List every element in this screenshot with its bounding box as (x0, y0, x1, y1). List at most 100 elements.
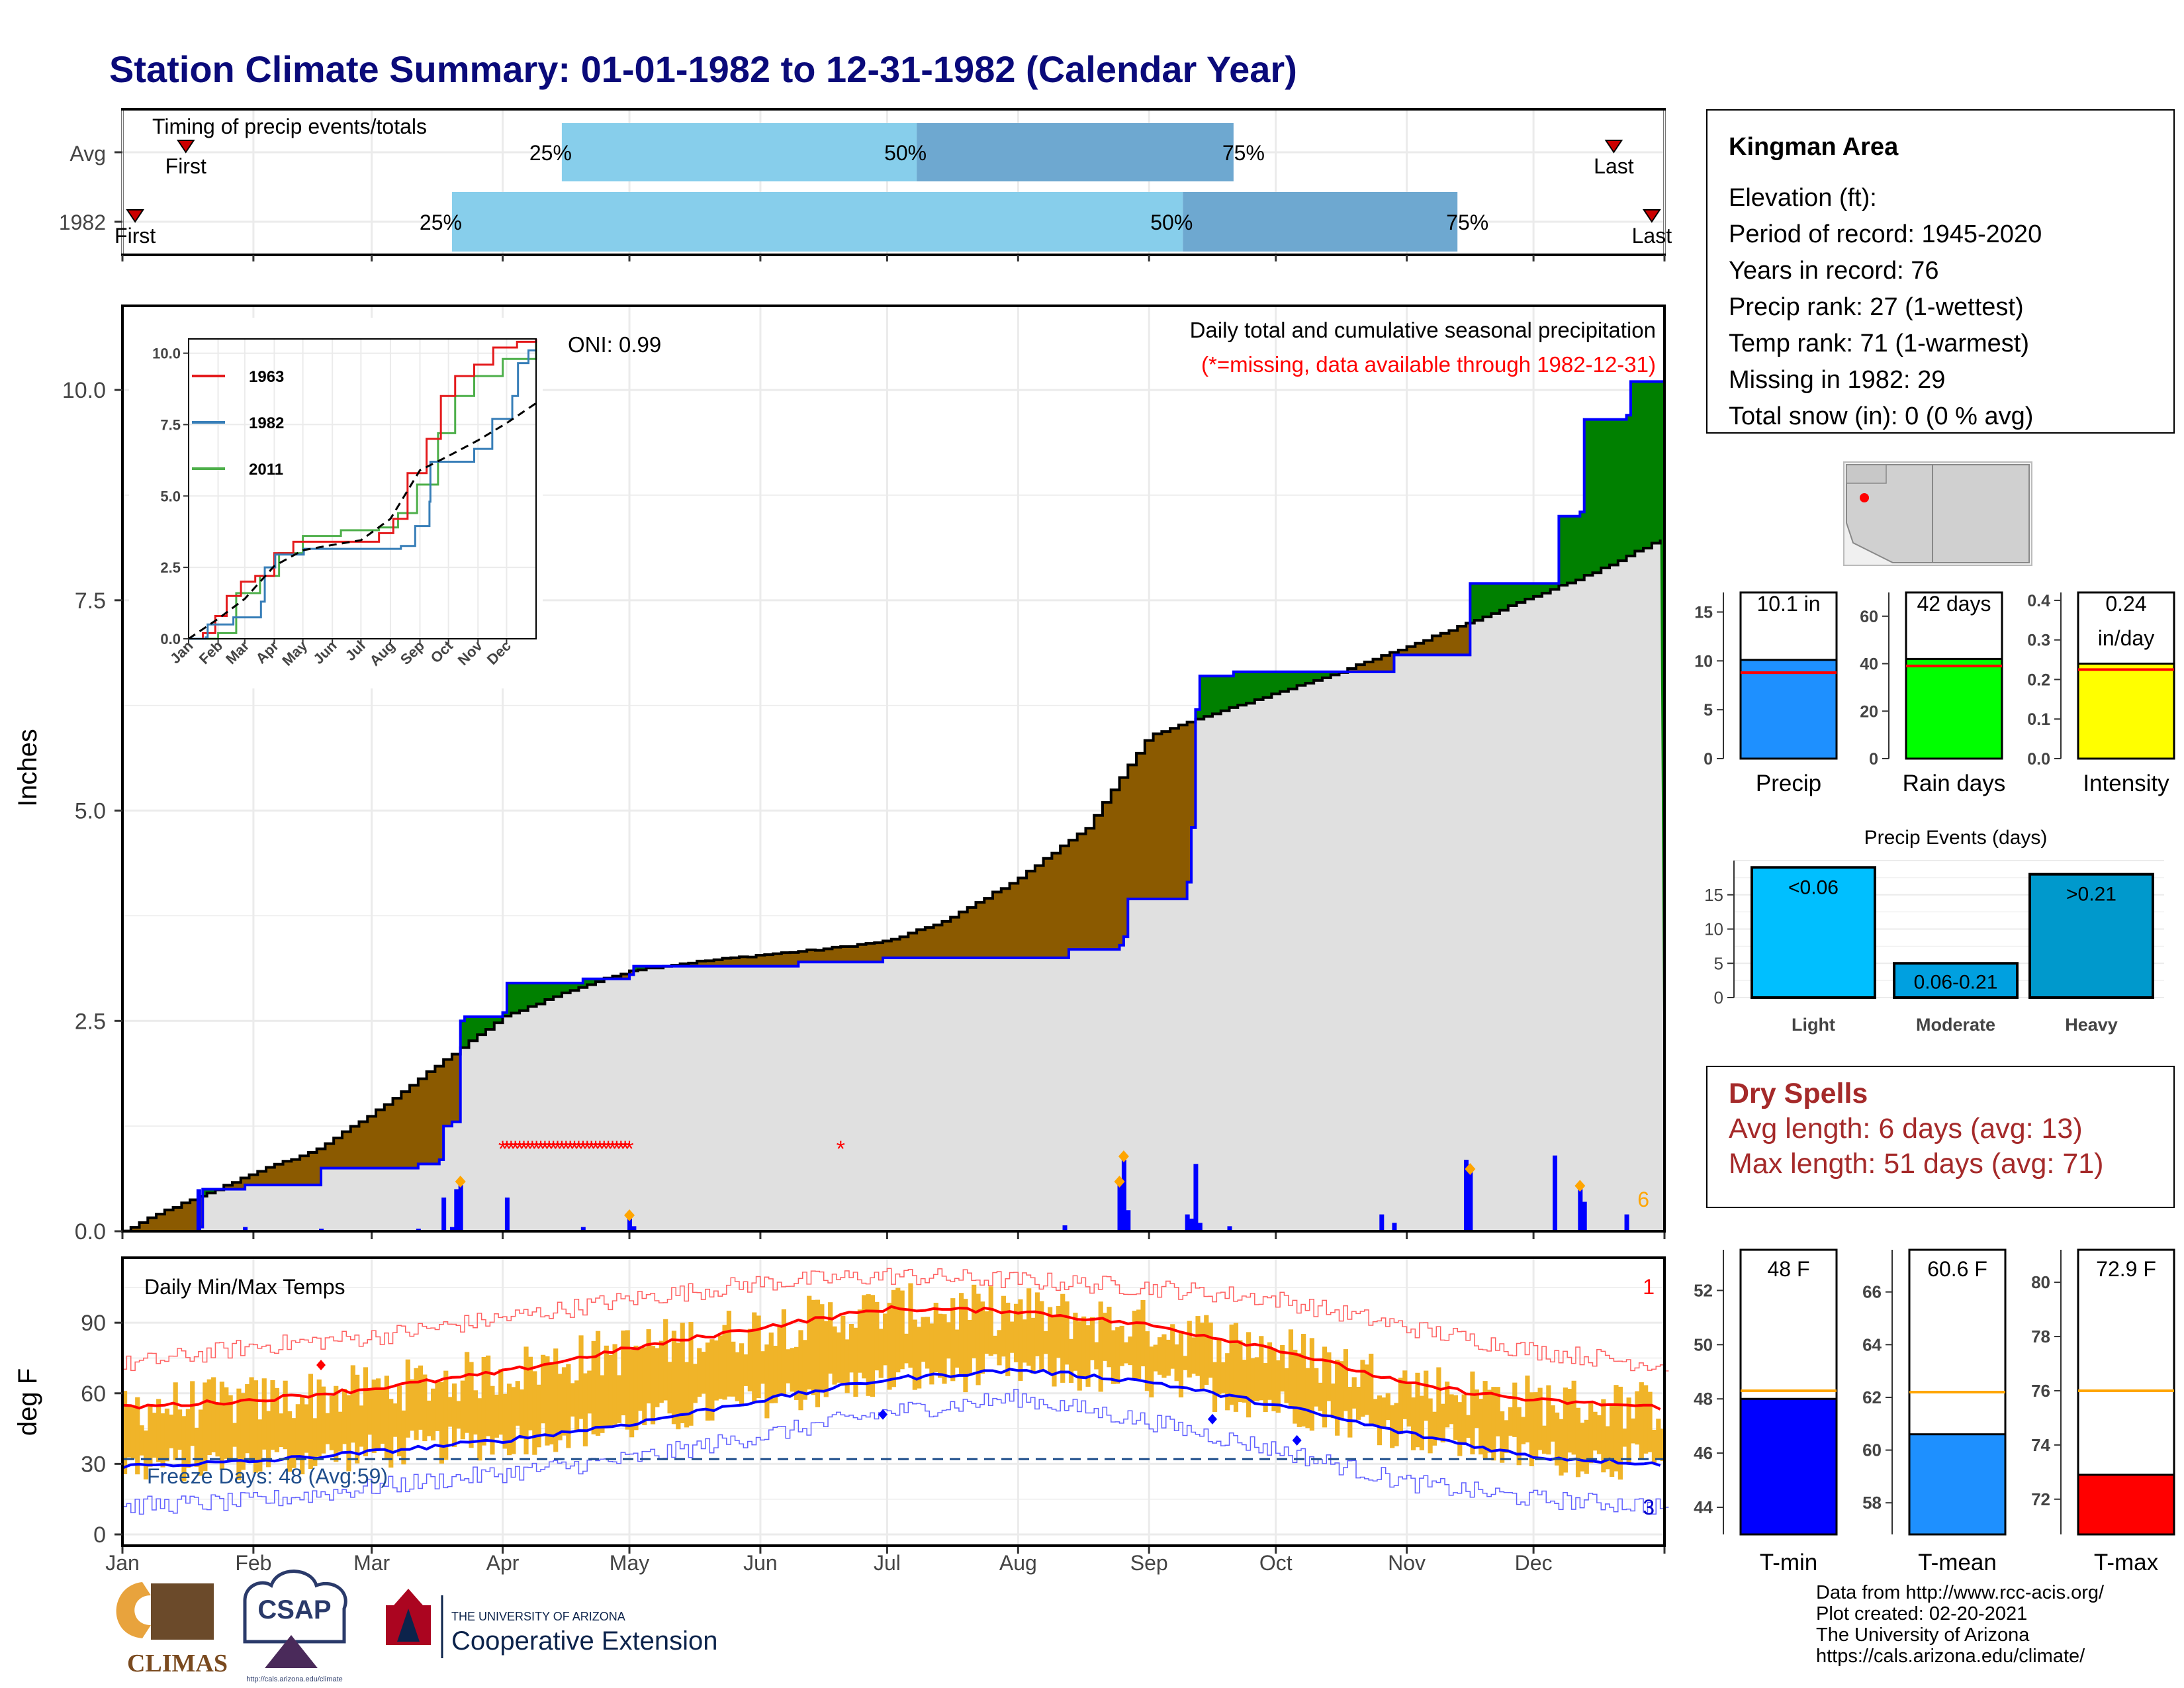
temp-bar-y-tick-label: 46 (1694, 1443, 1713, 1463)
daily-temp-bar (1170, 1324, 1175, 1369)
daily-temp-bar (747, 1329, 752, 1391)
daily-temp-bar (1204, 1315, 1209, 1385)
daily-temp-bar (1284, 1368, 1289, 1403)
missing-note: (*=missing, data available through 1982-… (1201, 352, 1656, 377)
daily-temp-bar (1216, 1338, 1222, 1395)
temp-y-tick-label: 0 (93, 1523, 106, 1548)
daily-temp-bar (1486, 1389, 1492, 1453)
daily-temp-bar (401, 1410, 406, 1465)
daily-temp-bar (1314, 1368, 1319, 1407)
daily-precip-bar (1185, 1214, 1190, 1231)
daily-temp-bar (1580, 1423, 1585, 1472)
inset-line-2011 (189, 342, 537, 640)
dry-spells-title: Dry Spells (1729, 1078, 1868, 1109)
daily-temp-bar (1482, 1381, 1488, 1459)
daily-temp-bar (405, 1359, 410, 1438)
daily-temp-bar (190, 1381, 195, 1446)
daily-temp-bar (1415, 1372, 1420, 1448)
daily-temp-bar (545, 1356, 550, 1446)
daily-temp-bar (329, 1395, 334, 1450)
daily-temp-bar (1102, 1313, 1108, 1361)
daily-temp-bar (536, 1384, 541, 1448)
daily-temp-bar (709, 1339, 715, 1421)
daily-temp-bar (371, 1380, 377, 1453)
daily-temp-bar (1563, 1387, 1568, 1473)
credits-university: The University of Arizona (1816, 1624, 2030, 1646)
daily-temp-bar (506, 1383, 512, 1456)
daily-temp-bar (1343, 1349, 1349, 1411)
temp-y-tick-label: 60 (81, 1382, 106, 1407)
daily-temp-bar (1390, 1405, 1395, 1448)
daily-temp-bar (663, 1319, 668, 1401)
missing-day-marker: * (536, 1137, 545, 1162)
daily-temp-bar (350, 1365, 355, 1443)
month-tick-label: Jun (743, 1551, 778, 1575)
missing-day-marker: * (591, 1137, 600, 1162)
daily-temp-bar (1068, 1338, 1074, 1383)
temp-bar-y-tick-label: 78 (2031, 1327, 2050, 1346)
daily-temp-bar (334, 1385, 339, 1462)
daily-temp-bar (1043, 1331, 1048, 1354)
missing-day-marker: * (562, 1137, 570, 1162)
daily-temp-bar (355, 1374, 360, 1464)
daily-temp-bar (1039, 1301, 1044, 1371)
temp-bar-value (1908, 1433, 2007, 1536)
daily-temp-bar (1305, 1368, 1310, 1429)
daily-temp-bar (477, 1398, 482, 1461)
station-missing: Missing in 1982: 29 (1729, 366, 1946, 394)
missing-day-marker: * (587, 1137, 596, 1162)
daily-temp-bar (553, 1348, 559, 1452)
precip-events-title: Precip Events (days) (1864, 827, 2048, 849)
daily-temp-bar (1424, 1370, 1429, 1421)
inset-legend-label: 2011 (249, 461, 283, 479)
summary-y-tick-label: 10 (1694, 652, 1713, 671)
dry-spells-max: Max length: 51 days (avg: 71) (1729, 1148, 2104, 1180)
summary-y-tick-label: 15 (1694, 604, 1713, 622)
daily-temp-bar (752, 1312, 757, 1404)
daily-precip-bar (1624, 1214, 1629, 1231)
daily-temp-bar (367, 1390, 373, 1435)
daily-temp-bar (908, 1283, 913, 1368)
region-map (1843, 461, 2032, 566)
summary-bar-value-label: 0.24 (2105, 592, 2146, 616)
daily-temp-bar (646, 1329, 651, 1404)
daily-temp-bar (160, 1413, 165, 1468)
daily-precip-bar (1193, 1164, 1199, 1231)
precip-corner-count: 6 (1637, 1188, 1649, 1211)
daily-temp-bar (1575, 1407, 1581, 1477)
daily-temp-bar (1140, 1299, 1146, 1367)
daily-precip-bar (1468, 1172, 1473, 1231)
daily-temp-bar (1449, 1394, 1454, 1425)
daily-temp-bar (206, 1379, 212, 1455)
daily-temp-bar (253, 1380, 259, 1473)
daily-temp-bar (426, 1400, 432, 1436)
daily-temp-bar (1089, 1317, 1095, 1360)
daily-temp-bar (1428, 1398, 1433, 1454)
daily-precip-bar (1117, 1185, 1122, 1231)
daily-temp-bar (266, 1411, 271, 1468)
daily-temp-bar (148, 1406, 153, 1467)
daily-temp-bar (972, 1284, 977, 1358)
daily-temp-bar (722, 1325, 727, 1400)
daily-temp-bar (380, 1387, 385, 1444)
daily-temp-bar (1635, 1391, 1640, 1445)
daily-temp-bar (359, 1405, 364, 1447)
climas-logo-text: CLIMAS (127, 1650, 228, 1677)
month-axis: Jan Feb Mar Apr May Jun Jul Aug Sep Oct Nov Dec (105, 1551, 1552, 1575)
daily-temp-bar (870, 1295, 876, 1397)
daily-temp-bar (773, 1345, 778, 1403)
daily-temp-bar (731, 1341, 736, 1397)
temp-bar-y-tick-label: 48 (1694, 1389, 1713, 1409)
daily-temp-bar (1474, 1389, 1479, 1428)
events-bar-label: 0.06-0.21 (1914, 971, 1998, 993)
temp-y-tick-label: 30 (81, 1452, 106, 1477)
daily-temp-bar (1470, 1371, 1475, 1455)
temp-bar-y-tick-label: 60 (1862, 1440, 1882, 1460)
month-tick-label: May (610, 1551, 649, 1575)
cumulative-1982-line (122, 380, 1664, 1233)
temp-bar-label: T-mean (1918, 1550, 1997, 1575)
daily-temp-bar (283, 1380, 288, 1450)
csap-mountain (265, 1635, 318, 1668)
freeze-days-label: Freeze Days: 48 (Avg:59) (147, 1464, 388, 1488)
inset-line-1982 (189, 349, 536, 640)
